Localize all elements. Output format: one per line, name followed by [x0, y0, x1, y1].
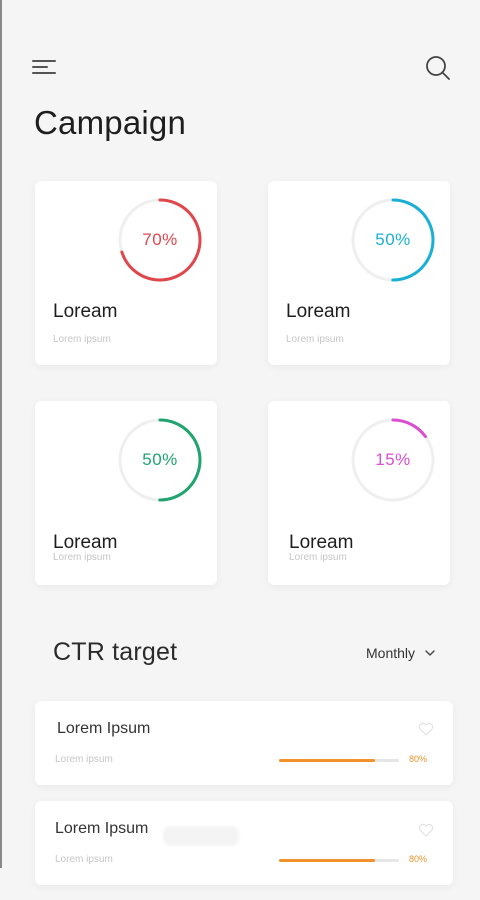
ctr-list-item[interactable]: Lorem Ipsum Lorem ipsum 80%	[35, 701, 453, 785]
menu-line	[32, 72, 56, 74]
item-subtitle: Lorem ipsum	[55, 854, 113, 865]
progress-label: 80%	[409, 754, 428, 764]
menu-line	[32, 60, 56, 62]
card-title: Loream	[289, 532, 354, 553]
chevron-down-icon	[425, 650, 435, 656]
progress-ring: 50%	[350, 197, 436, 283]
item-title: Lorem Ipsum	[57, 720, 151, 737]
period-label: Monthly	[366, 645, 416, 661]
ctr-list-item[interactable]: Lorem Ipsum Lorem ipsum 80%	[35, 801, 453, 885]
search-icon[interactable]	[424, 54, 452, 82]
campaign-card[interactable]: 50% Loream Lorem ipsum	[35, 401, 217, 585]
card-title: Loream	[53, 532, 118, 553]
campaign-card[interactable]: 15% Loream Lorem ipsum	[268, 401, 450, 585]
heart-icon[interactable]	[418, 823, 434, 837]
menu-line	[32, 66, 48, 68]
campaign-card[interactable]: 70% Loream Lorem ipsum	[35, 181, 217, 365]
campaign-card[interactable]: 50% Loream Lorem ipsum	[268, 181, 450, 365]
progress-percent: 15%	[375, 450, 411, 469]
progress-percent: 50%	[142, 450, 178, 469]
item-title: Lorem Ipsum	[55, 820, 149, 837]
progress-ring: 15%	[350, 417, 436, 503]
period-dropdown[interactable]: Monthly	[366, 645, 435, 661]
card-title: Loream	[53, 301, 118, 322]
progress-label: 80%	[409, 854, 428, 864]
page-title: Campaign	[34, 104, 187, 141]
card-title: Loream	[286, 301, 351, 322]
progress-fill	[279, 759, 375, 762]
blurred-overlay	[163, 826, 239, 846]
card-subtitle: Lorem ipsum	[53, 552, 111, 563]
heart-icon[interactable]	[418, 722, 434, 736]
section-title: CTR target	[53, 638, 178, 666]
window-edge	[0, 0, 2, 868]
card-subtitle: Lorem ipsum	[289, 552, 347, 563]
progress-percent: 70%	[142, 230, 178, 249]
card-subtitle: Lorem ipsum	[53, 334, 111, 345]
progress-ring: 70%	[117, 197, 203, 283]
progress-fill	[279, 859, 375, 862]
progress-track	[279, 859, 399, 862]
progress-percent: 50%	[375, 230, 411, 249]
card-subtitle: Lorem ipsum	[286, 334, 344, 345]
progress-ring: 50%	[117, 417, 203, 503]
menu-icon[interactable]	[32, 58, 58, 78]
item-subtitle: Lorem ipsum	[55, 754, 113, 765]
progress-track	[279, 759, 399, 762]
